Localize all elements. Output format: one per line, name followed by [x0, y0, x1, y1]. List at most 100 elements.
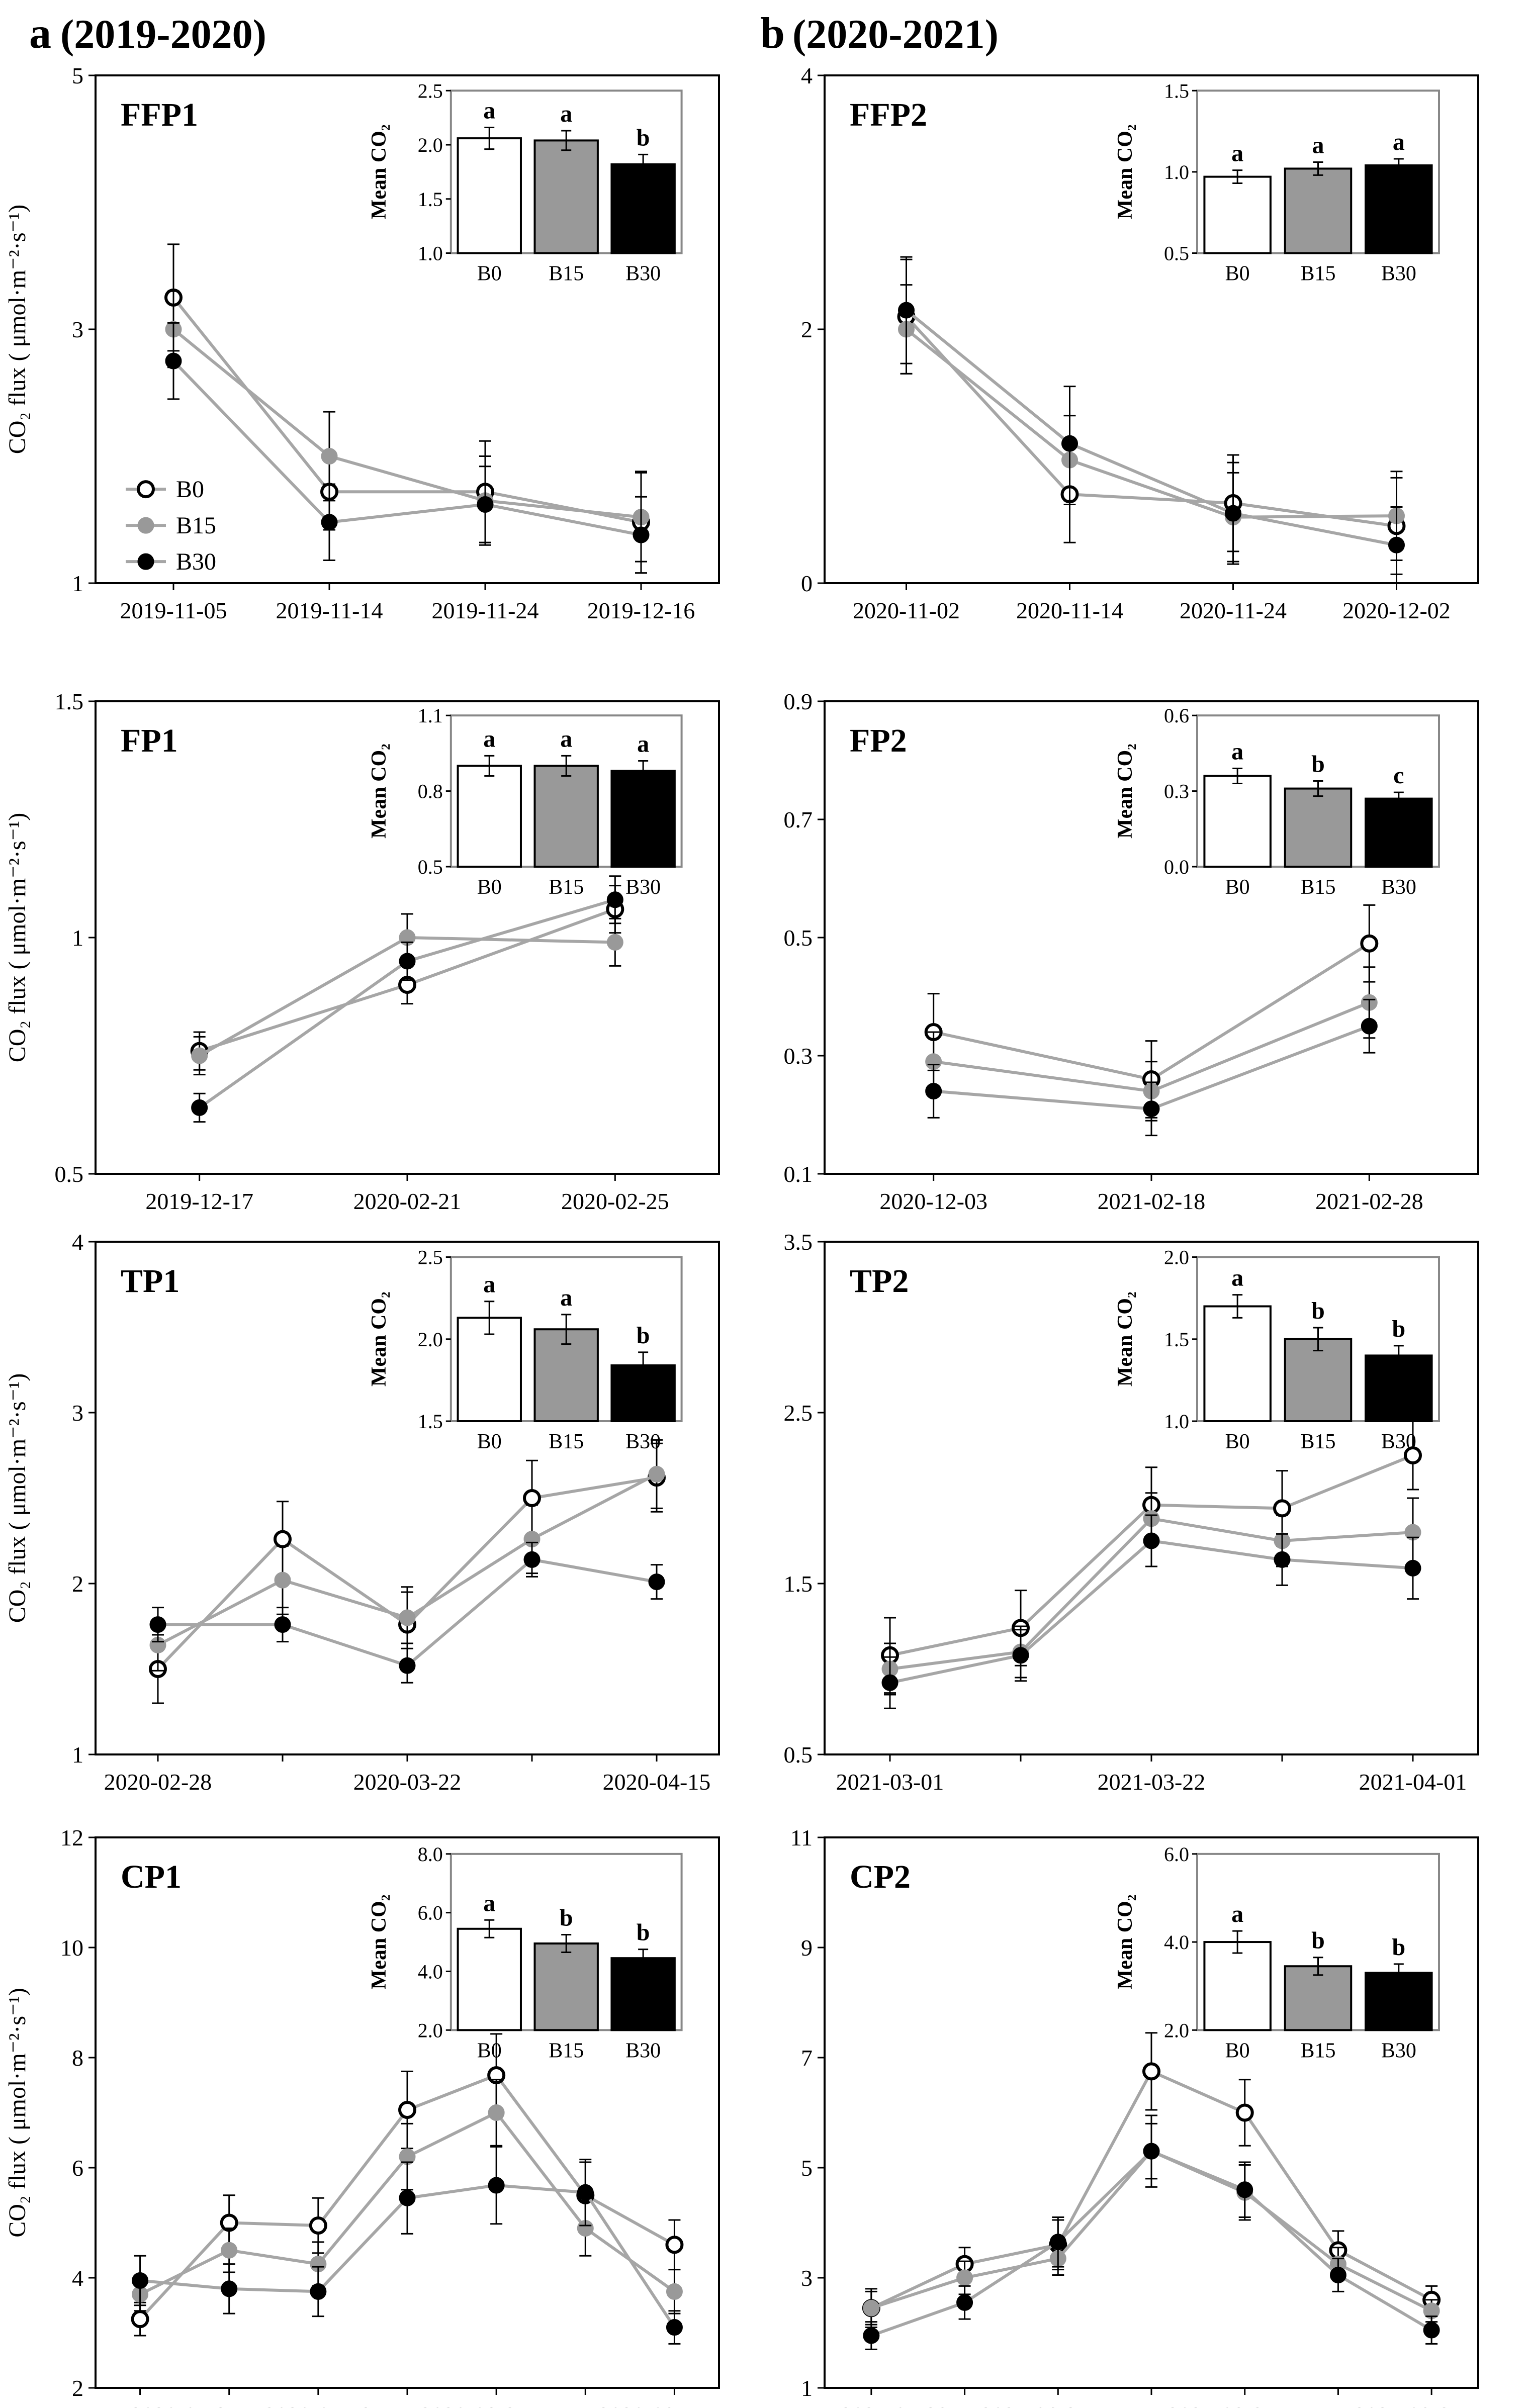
inset-x-label: B30: [1381, 262, 1416, 286]
inset-y-tick-label: 1.0: [1164, 1410, 1189, 1433]
data-point: [1143, 1532, 1160, 1549]
inset-y-tick-label: 1.0: [1164, 161, 1189, 183]
inset-y-tick-label: 8.0: [418, 1843, 443, 1866]
column-period-a: (2019-2020): [60, 11, 266, 57]
y-tick-label: 0.9: [784, 689, 813, 714]
inset-x-label: B0: [477, 2039, 502, 2062]
column-letter-b: b: [760, 9, 785, 58]
y-tick-label: 10: [60, 1935, 83, 1961]
data-point: [1423, 2322, 1440, 2339]
inset-bar: [1284, 1338, 1353, 1423]
data-point: [131, 2310, 149, 2329]
inset-y-tick-label: 1.5: [418, 188, 443, 211]
inset-y-tick-label: 6.0: [418, 1902, 443, 1924]
data-point: [1360, 934, 1379, 953]
inset-bar-chart: 2.0 4.0 6.0 8.0 Mean CO₂ a B0 b B15 b B30: [368, 1843, 683, 2062]
inset-y-tick-label: 1.5: [418, 1410, 443, 1433]
data-point: [488, 2104, 505, 2121]
inset-x-label: B0: [477, 262, 502, 286]
y-tick-label: 4: [72, 2265, 83, 2291]
x-tick-label: 2020-11-14: [1016, 598, 1123, 623]
panel-label: CP2: [850, 1859, 911, 1895]
series-b30: [165, 322, 650, 574]
x-tick-label: 2020-12-03: [879, 1188, 987, 1214]
inset-y-title: Mean CO₂: [1114, 744, 1137, 839]
data-point: [1012, 1647, 1029, 1664]
inset-y-tick-label: 0.3: [1164, 780, 1189, 803]
y-tick-label: 3: [801, 2265, 813, 2291]
x-tick-label: 2020-03-22: [353, 1769, 462, 1795]
panel-label: CP1: [121, 1859, 182, 1895]
column-period-b: (2020-2021): [792, 11, 999, 57]
inset-bar: [1284, 1965, 1353, 2031]
series-b15: [191, 913, 623, 1076]
x-tick-label: 2020-02-28: [104, 1769, 212, 1795]
data-point: [863, 2299, 880, 2317]
data-point: [1274, 1551, 1291, 1568]
y-axis-title: CO₂ flux ( μmol·m⁻²·s⁻¹): [4, 1988, 31, 2238]
data-point: [1143, 1100, 1160, 1118]
inset-y-tick-label: 0.0: [1164, 856, 1189, 878]
data-point: [321, 448, 338, 465]
data-point: [274, 1616, 291, 1633]
inset-x-label: B15: [1300, 2039, 1335, 2062]
inset-bar: [1203, 775, 1272, 868]
data-point: [399, 1657, 416, 1674]
column-letter-a: a: [29, 9, 51, 58]
y-tick-label: 1.5: [784, 1571, 813, 1597]
significance-letter: a: [483, 725, 495, 752]
x-tick-label: 2020-09-17: [598, 2402, 706, 2408]
inset-bar: [533, 765, 599, 868]
y-tick-label: 0: [801, 571, 813, 596]
data-point: [321, 514, 338, 531]
inset-y-title: Mean CO₂: [1114, 1291, 1137, 1386]
x-tick-label: 2021-05-29: [841, 2402, 949, 2408]
inset-y-tick-label: 2.0: [1164, 1246, 1189, 1269]
inset-y-tick-label: 2.5: [418, 79, 443, 102]
panel-fp2: 0.1 0.3 0.5 0.7 0.9 2020-12-03 2021-02-18 2021-…: [784, 689, 1479, 1214]
significance-letter: a: [483, 1271, 495, 1298]
y-axis-title: CO₂ flux ( μmol·m⁻²·s⁻¹): [4, 813, 31, 1063]
series-b30: [149, 1541, 665, 1684]
y-tick-label: 2: [72, 2375, 83, 2401]
y-tick-label: 5: [801, 2155, 813, 2181]
inset-y-tick-label: 1.5: [1164, 79, 1189, 102]
x-tick-label: 2020-04-15: [603, 1769, 711, 1795]
data-point: [274, 1571, 291, 1589]
data-point: [1388, 536, 1405, 553]
y-tick-label: 1: [72, 571, 83, 596]
data-point: [310, 2283, 327, 2300]
inset-y-tick-label: 0.5: [418, 856, 443, 878]
data-point: [165, 352, 182, 369]
y-tick-label: 11: [790, 1825, 813, 1850]
y-tick-label: 1.5: [55, 689, 84, 714]
significance-letter: b: [1392, 1934, 1405, 1961]
inset-y-title: Mean CO₂: [1114, 1895, 1137, 1990]
y-tick-label: 9: [801, 1935, 813, 1961]
panel-label: FP1: [121, 722, 178, 759]
inset-x-label: B15: [1300, 262, 1335, 286]
significance-letter: b: [1392, 1316, 1405, 1342]
series-line: [905, 328, 1397, 519]
inset-bar: [610, 1957, 676, 2031]
significance-letter: a: [560, 101, 572, 127]
series-line: [905, 309, 1397, 547]
x-tick-label: 2019-11-24: [432, 598, 539, 623]
x-tick-label: 2021-03-01: [836, 1769, 944, 1795]
data-point: [1049, 2234, 1066, 2251]
inset-bar: [1365, 797, 1433, 868]
significance-letter: a: [1231, 140, 1243, 167]
data-point: [398, 2101, 416, 2119]
column-heading-a: a (2019-2020): [29, 9, 266, 58]
panel-ffp2: 0 2 4 2020-11-02 2020-11-14 2020-11-24 2020-12…: [801, 63, 1479, 623]
x-tick-label: 2021-04-01: [1359, 1769, 1467, 1795]
panel-ffp1: 1 3 5 2019-11-05 2019-11-14 2019-11-24 2019-12…: [4, 63, 720, 623]
inset-y-title: Mean CO₂: [368, 125, 391, 220]
x-tick-label: 2021-08-25: [1167, 2402, 1276, 2408]
y-tick-label: 8: [72, 2045, 83, 2071]
data-point: [1061, 435, 1078, 452]
data-point: [577, 2184, 594, 2201]
panel-label: TP1: [121, 1263, 179, 1300]
inset-y-tick-label: 0.8: [418, 780, 443, 803]
